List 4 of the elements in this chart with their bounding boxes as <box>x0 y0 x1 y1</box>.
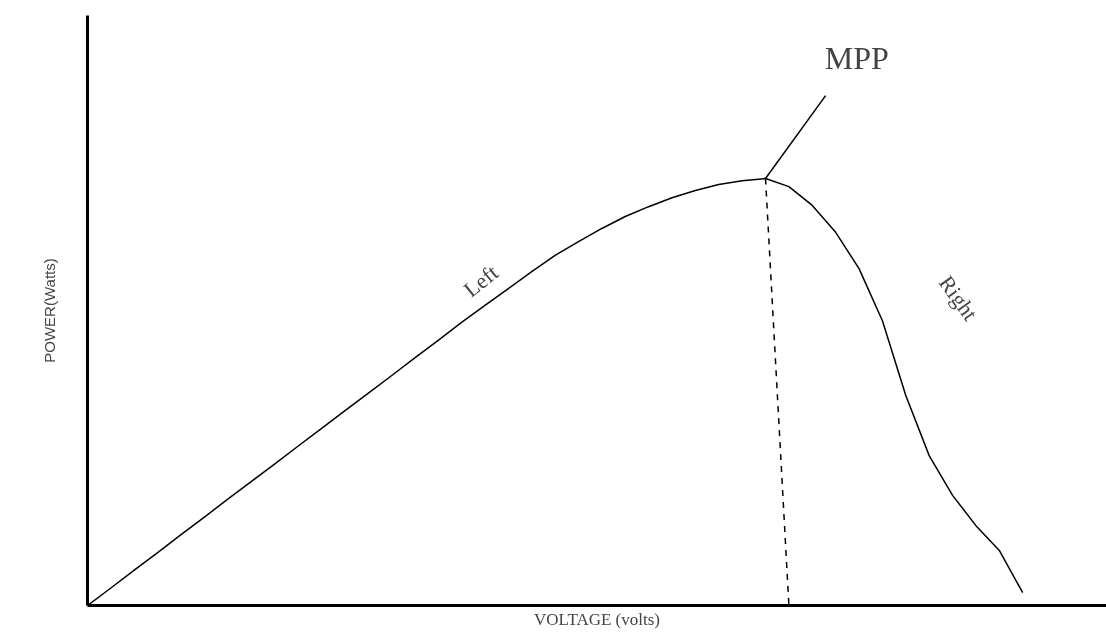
text: MPP <box>824 40 889 77</box>
annotation: Left <box>458 259 503 303</box>
x-axis-title: VOLTAGE (volts) <box>534 609 660 629</box>
y-axis-title: POWER(Watts) <box>40 258 58 363</box>
